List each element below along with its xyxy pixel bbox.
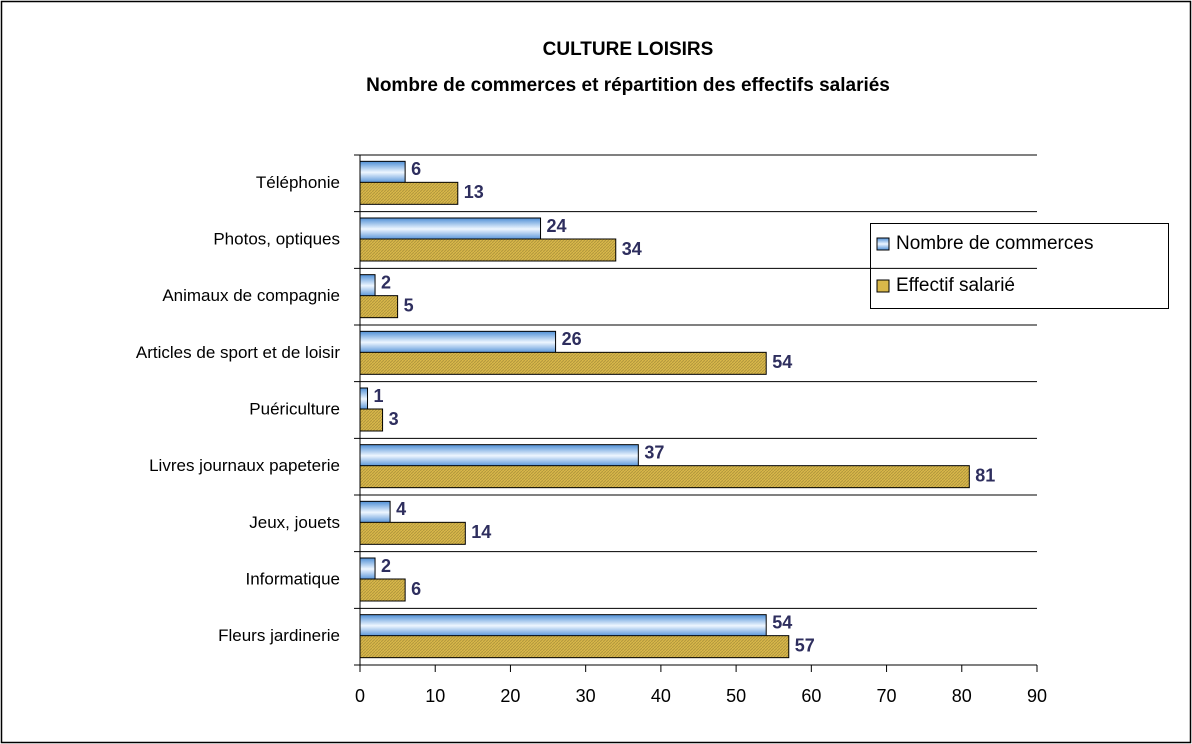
- value-label: 81: [975, 465, 995, 485]
- legend-label: Effectif salarié: [896, 275, 1015, 296]
- bar-hatch: [360, 522, 466, 545]
- value-label: 54: [772, 352, 792, 372]
- x-tick-label: 20: [500, 686, 520, 706]
- value-label: 34: [622, 239, 642, 259]
- bar-hatch: [360, 579, 406, 601]
- value-label: 26: [562, 329, 582, 349]
- bar: [359, 444, 639, 468]
- value-label: 2: [381, 556, 391, 576]
- x-tick-label: 80: [952, 686, 972, 706]
- bar: [359, 274, 376, 298]
- x-tick-label: 60: [801, 686, 821, 706]
- chart-title: CULTURE LOISIRS: [543, 39, 714, 60]
- value-label: 4: [396, 499, 406, 519]
- y-tick-label: Jeux, jouets: [249, 513, 340, 532]
- bar-hatch: [360, 295, 398, 318]
- value-label: 24: [547, 216, 567, 236]
- bar-hatch: [360, 409, 383, 431]
- bar: [359, 557, 376, 581]
- x-tick-label: 90: [1027, 686, 1047, 706]
- bar: [359, 160, 406, 184]
- value-label: 6: [411, 579, 421, 599]
- bar: [359, 217, 542, 241]
- bar-hatch: [360, 352, 767, 375]
- bar-hatch: [360, 239, 616, 261]
- value-label: 5: [404, 295, 414, 315]
- value-label: 6: [411, 159, 421, 179]
- value-label: 2: [381, 272, 391, 292]
- x-tick-label: 0: [355, 686, 365, 706]
- y-tick-label: Fleurs jardinerie: [218, 626, 340, 645]
- x-tick-label: 50: [726, 686, 746, 706]
- value-label: 37: [644, 442, 664, 462]
- y-tick-label: Informatique: [246, 569, 341, 588]
- y-tick-label: Articles de sport et de loisir: [136, 343, 340, 362]
- bar: [359, 330, 557, 354]
- y-tick-label: Photos, optiques: [213, 229, 340, 248]
- x-tick-label: 70: [877, 686, 897, 706]
- y-tick-label: Téléphonie: [256, 173, 340, 192]
- legend-swatch: [876, 237, 890, 251]
- y-tick-label: Animaux de compagnie: [162, 286, 340, 305]
- value-label: 3: [389, 409, 399, 429]
- y-tick-label: Livres journaux papeterie: [149, 456, 340, 475]
- legend-box: [870, 223, 1169, 309]
- bar: [359, 387, 369, 411]
- bar: [359, 614, 767, 638]
- bar-hatch: [360, 182, 458, 205]
- y-tick-label: Puériculture: [249, 399, 340, 418]
- value-label: 14: [471, 522, 491, 542]
- bar-hatch: [360, 635, 789, 658]
- legend-label: Nombre de commerces: [896, 233, 1093, 254]
- value-label: 57: [795, 635, 815, 655]
- bar: [359, 500, 391, 524]
- legend-swatch: [876, 279, 890, 293]
- x-tick-label: 40: [651, 686, 671, 706]
- x-tick-label: 10: [425, 686, 445, 706]
- bar-hatch: [360, 465, 970, 488]
- x-tick-label: 30: [576, 686, 596, 706]
- value-label: 1: [374, 386, 384, 406]
- value-label: 54: [772, 612, 792, 632]
- chart-subtitle: Nombre de commerces et répartition des e…: [366, 75, 890, 96]
- value-label: 13: [464, 182, 484, 202]
